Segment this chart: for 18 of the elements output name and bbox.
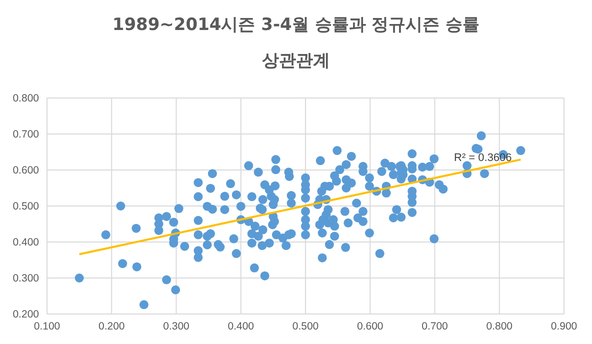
x-tick-label: 0.300	[163, 320, 190, 332]
y-tick-label: 0.500	[12, 200, 40, 213]
x-tick-label: 0.500	[292, 320, 319, 332]
x-tick-label: 0.900	[550, 320, 578, 332]
y-tick-label: 0.600	[12, 164, 40, 177]
x-tick-label: 0.800	[486, 320, 513, 332]
x-tick-label: 0.400	[228, 320, 254, 332]
x-tick-label: 0.200	[98, 320, 125, 332]
annotation: R² = 0.3606	[454, 152, 512, 164]
x-tick-label: 0.700	[422, 320, 448, 332]
y-tick-label: 0.400	[12, 236, 40, 249]
x-tick-label: 0.600	[356, 320, 384, 332]
y-tick-label: 0.800	[12, 92, 40, 105]
x-tick-label: 0.100	[34, 320, 60, 332]
chart-title: 1989~2014시즌 3-4월 승률과 정규시즌 승률 상관관계	[111, 14, 481, 72]
y-tick-label: 0.200	[12, 308, 40, 321]
y-tick-label: 0.300	[12, 272, 40, 285]
y-tick-label: 0.700	[12, 128, 40, 141]
